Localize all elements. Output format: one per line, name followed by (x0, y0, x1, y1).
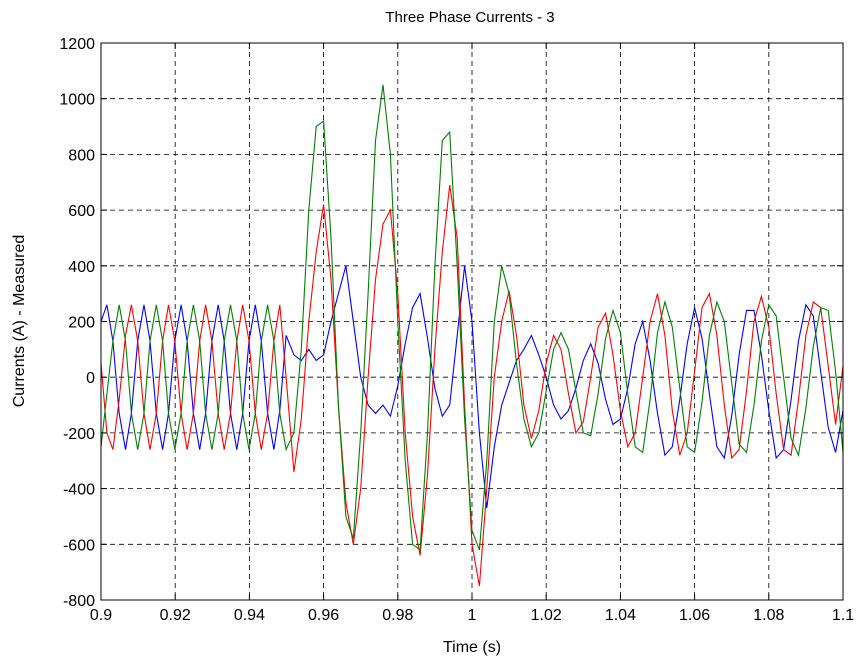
x-tick-label: 0.9 (90, 607, 112, 624)
x-tick-label: 1.02 (531, 607, 562, 624)
y-tick-label: 0 (86, 370, 95, 387)
x-tick-label: 0.92 (160, 607, 191, 624)
series-line-3 (100, 84, 844, 551)
x-tick-label: 1 (468, 607, 477, 624)
x-tick-label: 0.96 (308, 607, 339, 624)
y-tick-label: 400 (68, 259, 95, 276)
y-tick-label: 800 (68, 147, 95, 164)
series-line-1 (100, 265, 844, 509)
x-tick-label: 1.1 (832, 607, 854, 624)
series-line-2 (100, 184, 844, 587)
x-tick-label: 1.06 (679, 607, 710, 624)
x-tick-label: 1.04 (605, 607, 636, 624)
x-tick-label: 0.94 (234, 607, 265, 624)
axis-ticks: 0.9 0.92 0.94 0.96 0.98 1 1.02 1.04 1.06 1.08 1.1 1… (59, 36, 854, 624)
x-tick-label: 1.08 (753, 607, 784, 624)
y-axis-label: Currents (A) - Measured (11, 235, 28, 408)
y-tick-label: -800 (63, 593, 95, 610)
y-tick-label: -400 (63, 482, 95, 499)
y-tick-label: -600 (63, 537, 95, 554)
y-tick-label: 200 (68, 315, 95, 332)
y-tick-label: 1200 (59, 36, 95, 53)
chart-title: Three Phase Currents - 3 (385, 9, 554, 26)
x-axis-label: Time (s) (443, 639, 501, 656)
y-tick-label: 600 (68, 203, 95, 220)
y-tick-label: -200 (63, 426, 95, 443)
y-tick-label: 1000 (59, 92, 95, 109)
x-tick-label: 0.98 (382, 607, 413, 624)
series-group (100, 84, 844, 587)
